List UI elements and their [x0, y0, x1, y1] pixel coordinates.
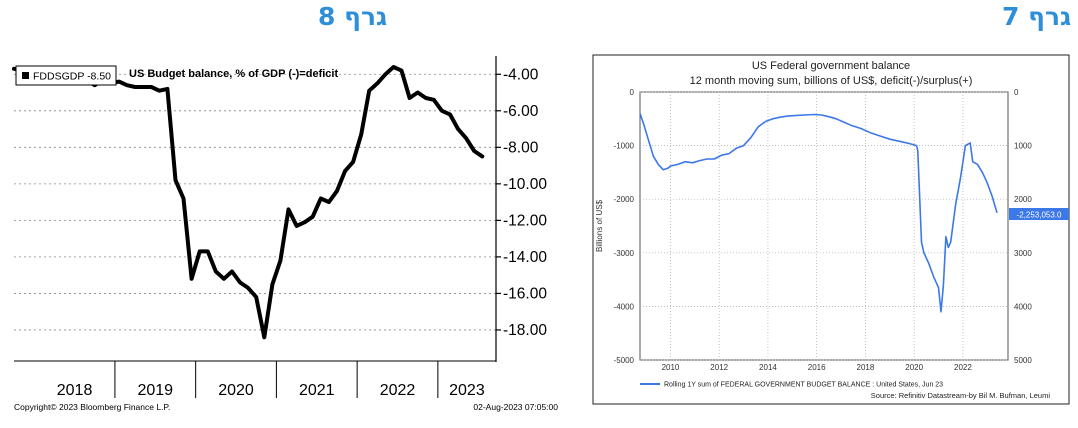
- bloomberg-y-tick-label: -12.00: [503, 212, 547, 229]
- refinitiv-y-tick-label-right: 0: [1014, 88, 1019, 97]
- refinitiv-y-tick-label-right: 5000: [1014, 356, 1032, 365]
- refinitiv-chart: US Federal government balance 12 month m…: [592, 54, 1070, 405]
- refinitiv-x-tick-label: 2014: [759, 363, 777, 372]
- bloomberg-x-tick-label: 2020: [218, 382, 254, 399]
- bloomberg-legend-box: [15, 65, 117, 86]
- bloomberg-plot-area: [14, 56, 496, 361]
- chart-7-heading: גרף 7: [1002, 2, 1072, 31]
- bloomberg-y-ticks: -4.00 -6.00 -8.00 -10.00 -12.00 -14.00 -16.00 -…: [496, 66, 547, 339]
- refinitiv-y-tick-label: -5000: [614, 356, 635, 365]
- refinitiv-y-tick-label: -3000: [614, 249, 635, 258]
- bloomberg-y-tick-label: -8.00: [503, 139, 539, 156]
- bloomberg-y-tick-label: -4.00: [503, 66, 539, 83]
- refinitiv-last-value: -2,253,053.0: [1017, 211, 1062, 220]
- bloomberg-legend: FDDSGDP -8.50: [15, 65, 117, 86]
- bloomberg-y-tick-label: -6.00: [503, 103, 539, 120]
- refinitiv-y-tick-label-right: 2000: [1014, 195, 1032, 204]
- refinitiv-y-tick-label-right: 1000: [1014, 142, 1032, 151]
- refinitiv-y-tick-label: -2000: [614, 195, 635, 204]
- refinitiv-x-tick-label: 2018: [857, 363, 875, 372]
- bloomberg-y-tick-label: -16.00: [503, 285, 547, 302]
- bloomberg-x-tick-label: 2018: [57, 382, 93, 399]
- refinitiv-source: Source: Refinitiv Datastream-by Bil M. B…: [871, 391, 1051, 400]
- bloomberg-timestamp: 02-Aug-2023 07:05:00: [473, 402, 558, 412]
- refinitiv-y-ticks: 0 0 -1000 1000 -2000 2000 -3000 3000 -4000 4000 -5…: [614, 88, 1033, 365]
- refinitiv-last-value-box: [1009, 208, 1069, 220]
- bloomberg-legend-label: FDDSGDP -8.50: [33, 71, 111, 83]
- bloomberg-copyright: Copyright© 2023 Bloomberg Finance L.P.: [14, 402, 170, 412]
- refinitiv-x-tick-label: 2010: [662, 363, 680, 372]
- bloomberg-chart-title: US Budget balance, % of GDP (-)=deficit: [129, 68, 338, 80]
- bloomberg-y-tick-label: -14.00: [503, 249, 547, 266]
- refinitiv-series-line: [639, 113, 998, 313]
- refinitiv-grid: [640, 91, 1008, 361]
- refinitiv-x-tick-label: 2022: [954, 363, 972, 372]
- chart-8-heading: גרף 8: [318, 2, 388, 31]
- bloomberg-grid: [14, 73, 496, 331]
- refinitiv-y-axis-label: Billions of US$: [595, 199, 604, 252]
- refinitiv-subtitle: 12 month moving sum, billions of US$, de…: [690, 75, 973, 87]
- bloomberg-y-tick-label: -18.00: [503, 322, 547, 339]
- bloomberg-x-tick-label: 2021: [299, 382, 335, 399]
- bloomberg-x-tick-label: 2022: [380, 382, 416, 399]
- refinitiv-x-ticks: 2010 2012 2014 2016 2018 2020 2022: [662, 363, 973, 372]
- bloomberg-y-tick-label: -10.00: [503, 176, 547, 193]
- refinitiv-last-value-marker: -2,253,053.0: [1009, 208, 1069, 220]
- refinitiv-x-tick-label: 2020: [905, 363, 923, 372]
- refinitiv-title: US Federal government balance: [752, 60, 910, 72]
- refinitiv-x-tick-label: 2016: [808, 363, 826, 372]
- bloomberg-x-tick-label: 2019: [137, 382, 173, 399]
- refinitiv-y-tick-label: 0: [630, 88, 635, 97]
- refinitiv-y-tick-label: -1000: [614, 142, 635, 151]
- refinitiv-x-tick-label: 2012: [710, 363, 728, 372]
- bloomberg-legend-swatch: [22, 72, 29, 79]
- refinitiv-y-tick-label-right: 4000: [1014, 302, 1032, 311]
- bloomberg-x-tick-label: 2023: [449, 382, 485, 399]
- refinitiv-legend: Rolling 1Y sum of FEDERAL GOVERNMENT BUD…: [640, 382, 943, 389]
- bloomberg-chart: -4.00 -6.00 -8.00 -10.00 -12.00 -14.00 -16.00 -…: [12, 56, 558, 412]
- bloomberg-x-ticks: 2018 2019 2020 2021 2022 2023: [57, 361, 485, 399]
- refinitiv-legend-label: Rolling 1Y sum of FEDERAL GOVERNMENT BUD…: [664, 382, 943, 389]
- refinitiv-y-tick-label: -4000: [614, 302, 635, 311]
- refinitiv-y-tick-label-right: 3000: [1014, 249, 1032, 258]
